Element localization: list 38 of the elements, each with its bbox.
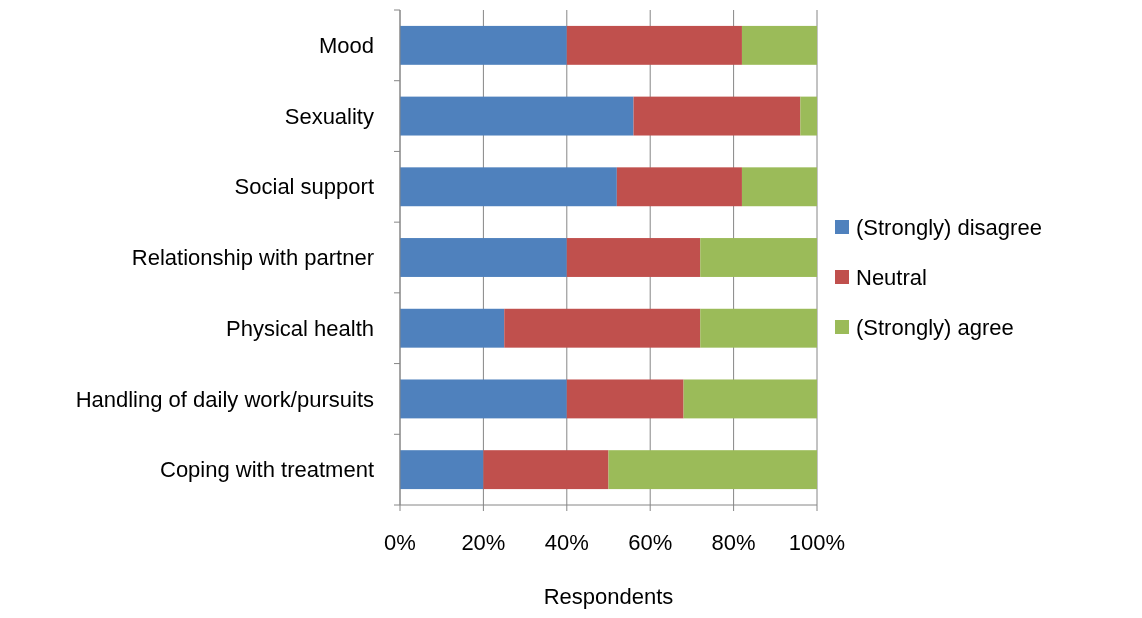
bar bbox=[400, 96, 634, 136]
bar bbox=[400, 238, 567, 277]
y-tick-label: Mood bbox=[318, 33, 374, 59]
x-tick-label: 0% bbox=[384, 530, 416, 555]
legend-label: (Strongly) disagree bbox=[856, 214, 1042, 240]
x-tick-label: 100% bbox=[788, 530, 846, 555]
bar bbox=[566, 25, 742, 65]
x-axis-title: Respondents bbox=[543, 584, 674, 609]
x-tick-label: 20% bbox=[461, 530, 506, 555]
x-tick-label: 60% bbox=[628, 530, 673, 555]
bar bbox=[400, 167, 617, 207]
bar bbox=[400, 379, 567, 419]
legend-label: (Strongly) agree bbox=[856, 314, 1014, 340]
bar bbox=[608, 450, 817, 490]
x-tick-label: 40% bbox=[544, 530, 589, 555]
y-tick-label: Physical health bbox=[226, 315, 374, 341]
y-tick-label: Relationship with partner bbox=[131, 245, 374, 271]
y-tick-label: Coping with treatment bbox=[160, 457, 374, 483]
bar bbox=[683, 379, 817, 419]
y-tick-label: Handling of daily work/pursuits bbox=[75, 386, 374, 412]
bar bbox=[700, 238, 817, 277]
bar bbox=[616, 167, 742, 207]
x-tick-label: 80% bbox=[711, 530, 756, 555]
y-tick-label: Sexuality bbox=[284, 103, 374, 129]
bar bbox=[400, 308, 505, 348]
bar bbox=[633, 96, 801, 136]
legend-label: Neutral bbox=[856, 264, 927, 290]
bar bbox=[504, 308, 701, 348]
bar bbox=[700, 308, 817, 348]
bar bbox=[741, 167, 817, 207]
y-tick-label: Social support bbox=[234, 174, 374, 200]
bar bbox=[483, 450, 609, 490]
bar bbox=[800, 96, 817, 136]
bar bbox=[400, 25, 567, 65]
bar bbox=[566, 379, 684, 419]
bar bbox=[741, 25, 817, 65]
bar bbox=[566, 238, 701, 277]
bar bbox=[400, 450, 484, 490]
